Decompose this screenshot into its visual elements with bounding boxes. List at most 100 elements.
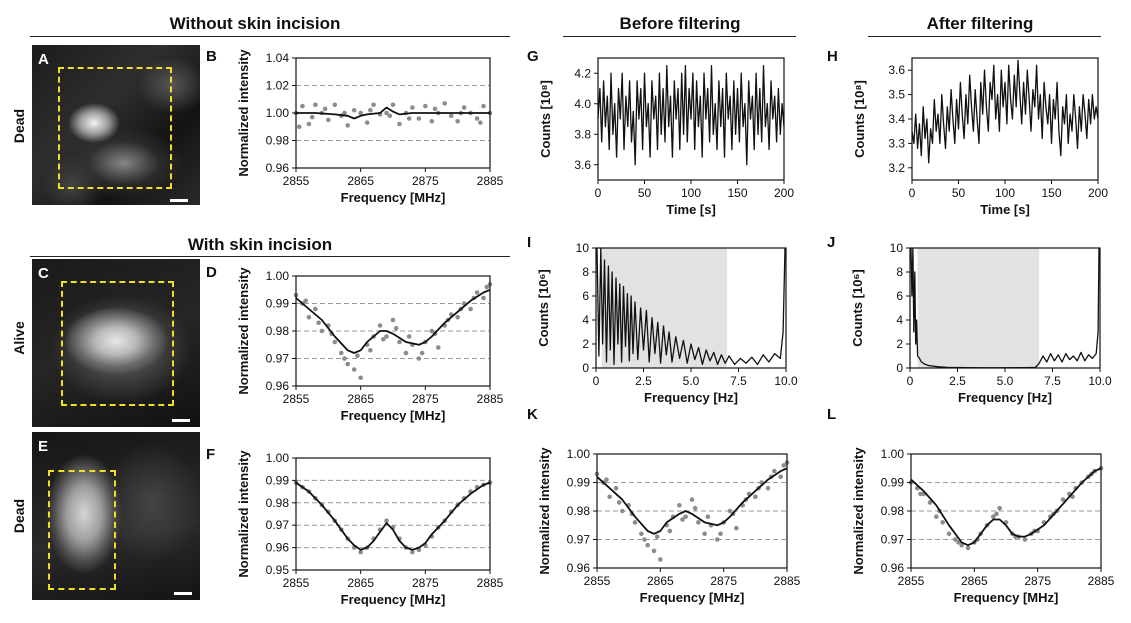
y-tick-label: 3.5 xyxy=(888,88,905,102)
data-point xyxy=(364,120,370,125)
data-point xyxy=(309,114,315,120)
section-title-without-incision: Without skin incision xyxy=(169,14,341,33)
data-point xyxy=(620,508,625,514)
y-tick-label: 0.98 xyxy=(266,134,290,148)
data-point xyxy=(1013,534,1018,539)
data-point xyxy=(461,105,467,110)
data-point xyxy=(435,345,441,350)
x-tick-label: 2855 xyxy=(283,174,310,188)
data-point xyxy=(406,116,412,121)
data-point xyxy=(1079,480,1085,485)
panel-label-g: G xyxy=(527,48,539,65)
data-point xyxy=(1032,528,1037,534)
section-title-before-filtering: Before filtering xyxy=(619,14,741,33)
data-point xyxy=(351,367,357,372)
data-point xyxy=(455,502,460,508)
data-point xyxy=(753,494,758,500)
y-tick-label: 4.0 xyxy=(574,97,591,111)
data-point xyxy=(319,502,325,508)
series-line xyxy=(910,247,1100,369)
data-point xyxy=(397,536,402,541)
data-point xyxy=(293,110,299,116)
fluorescence-image-c: C xyxy=(32,259,200,427)
data-point xyxy=(734,525,739,531)
data-point xyxy=(303,298,309,304)
section-rule-with-incision xyxy=(30,256,510,257)
data-point xyxy=(300,484,305,490)
data-point xyxy=(403,350,409,356)
data-point xyxy=(458,306,464,312)
panel-label-b: B xyxy=(206,48,217,65)
data-point xyxy=(338,113,344,119)
x-axis-label: Time [s] xyxy=(666,202,716,217)
data-point xyxy=(377,527,383,532)
x-tick-label: 2885 xyxy=(774,574,801,588)
data-point xyxy=(481,482,486,488)
y-tick-label: 0.99 xyxy=(881,476,905,490)
data-point xyxy=(778,474,783,480)
data-point xyxy=(946,531,952,537)
data-point xyxy=(677,503,682,508)
data-point xyxy=(423,543,428,548)
y-tick-label: 3.6 xyxy=(888,63,905,77)
y-tick-label: 1.00 xyxy=(266,106,290,120)
data-point xyxy=(293,292,299,298)
x-tick-label: 0 xyxy=(595,186,602,200)
data-point xyxy=(461,496,467,501)
data-point xyxy=(959,542,964,548)
data-point xyxy=(406,334,412,339)
y-tick-label: 6 xyxy=(582,289,589,303)
y-tick-label: 2 xyxy=(582,337,589,351)
data-point xyxy=(997,505,1002,511)
y-axis-label: Counts [10⁸] xyxy=(538,80,553,158)
x-tick-label: 2855 xyxy=(898,574,925,588)
y-tick-label: 4 xyxy=(896,313,903,327)
y-axis-label: Normalized intensity xyxy=(236,49,251,177)
y-axis-label: Counts [10⁶] xyxy=(850,269,865,347)
y-tick-label: 0.96 xyxy=(266,379,290,393)
panel-label-l: L xyxy=(827,406,837,423)
data-point xyxy=(364,545,370,550)
x-axis-label: Frequency [Hz] xyxy=(644,390,738,405)
y-tick-label: 0.97 xyxy=(881,533,905,547)
x-tick-label: 2855 xyxy=(283,576,310,590)
data-point xyxy=(629,511,635,517)
fit-line xyxy=(295,288,491,354)
data-point xyxy=(371,334,376,339)
data-point xyxy=(680,517,685,522)
row-label-dead-top: Dead xyxy=(11,108,27,144)
data-point xyxy=(664,522,669,528)
data-point xyxy=(458,110,464,116)
data-point xyxy=(756,485,761,491)
data-point xyxy=(390,102,396,108)
data-point xyxy=(416,547,422,553)
data-point xyxy=(1054,508,1059,514)
x-tick-label: 50 xyxy=(952,186,966,200)
x-tick-label: 2865 xyxy=(647,574,674,588)
x-tick-label: 200 xyxy=(1088,186,1108,200)
panel-label-d: D xyxy=(206,264,217,281)
data-point xyxy=(1051,511,1056,517)
data-point xyxy=(442,518,448,524)
shaded-band xyxy=(601,248,728,368)
data-point xyxy=(403,545,409,550)
data-point xyxy=(632,520,638,525)
y-axis-label: Normalized intensity xyxy=(851,447,866,575)
fit-line xyxy=(596,467,788,535)
data-point xyxy=(1010,531,1015,537)
data-point xyxy=(397,121,402,127)
data-point xyxy=(784,460,790,465)
y-tick-label: 0.97 xyxy=(266,352,290,366)
x-tick-label: 5.0 xyxy=(683,374,700,388)
y-tick-label: 3.6 xyxy=(574,158,591,172)
data-point xyxy=(481,295,486,301)
fit-line xyxy=(910,467,1102,547)
roi-box-e xyxy=(48,470,116,590)
x-axis-label: Frequency [Hz] xyxy=(958,390,1052,405)
data-point xyxy=(416,116,422,121)
data-point xyxy=(358,549,363,555)
data-point xyxy=(445,317,451,323)
data-point xyxy=(429,118,435,124)
data-point xyxy=(358,375,363,381)
data-point xyxy=(994,511,999,517)
